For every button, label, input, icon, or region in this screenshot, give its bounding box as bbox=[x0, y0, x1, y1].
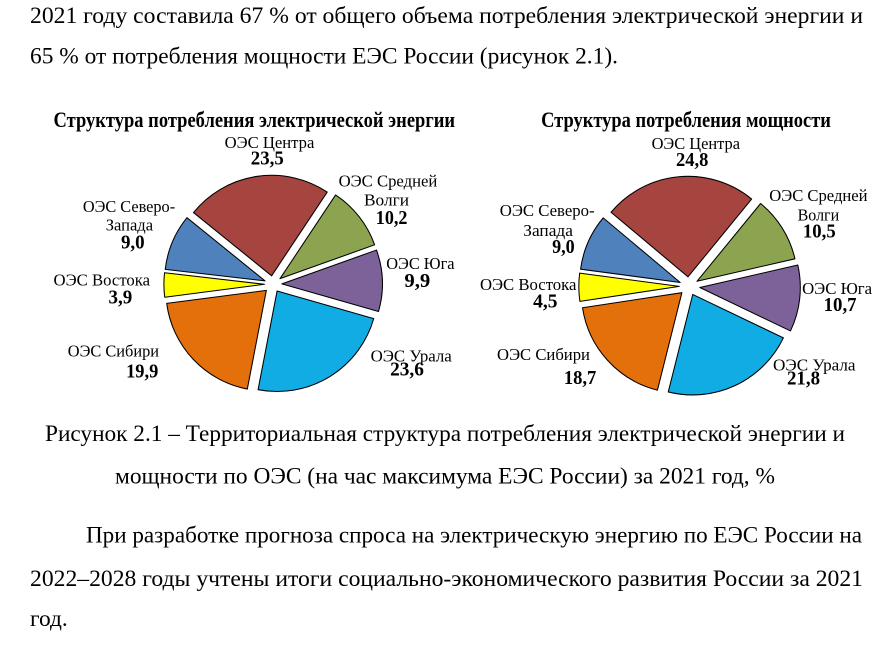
svg-text:2021 году составила 67 % от об: 2021 году составила 67 % от общего объем… bbox=[30, 3, 863, 29]
svg-text:23,6: 23,6 bbox=[390, 359, 424, 381]
svg-text:ОЭС Востока: ОЭС Востока bbox=[480, 275, 577, 294]
svg-text:10,2: 10,2 bbox=[376, 207, 408, 229]
svg-text:ОЭС Востока: ОЭС Востока bbox=[54, 270, 151, 289]
svg-text:3,9: 3,9 bbox=[109, 287, 133, 309]
svg-text:2022–2028 годы учтены итоги со: 2022–2028 годы учтены итоги социально-эк… bbox=[30, 566, 863, 592]
svg-text:4,5: 4,5 bbox=[533, 290, 557, 312]
svg-text:10,5: 10,5 bbox=[803, 221, 836, 243]
svg-text:23,5: 23,5 bbox=[251, 148, 284, 170]
svg-text:21,8: 21,8 bbox=[787, 368, 820, 390]
svg-text:ОЭС Сибири: ОЭС Сибири bbox=[497, 345, 590, 364]
svg-text:ОЭС Сибири: ОЭС Сибири bbox=[68, 341, 159, 360]
svg-text:ОЭС Средней: ОЭС Средней bbox=[769, 186, 867, 205]
svg-text:18,7: 18,7 bbox=[564, 367, 597, 389]
svg-text:ОЭС Северо-: ОЭС Северо- bbox=[83, 197, 176, 216]
svg-text:Структура потребления мощности: Структура потребления мощности bbox=[541, 107, 831, 132]
svg-text:Волги: Волги bbox=[798, 205, 840, 224]
svg-text:9,0: 9,0 bbox=[552, 236, 575, 258]
svg-text:Запада: Запада bbox=[523, 221, 573, 240]
svg-text:24,8: 24,8 bbox=[676, 149, 708, 171]
svg-text:ОЭС Юга: ОЭС Юга bbox=[386, 254, 455, 273]
svg-text:ОЭС Урала: ОЭС Урала bbox=[773, 355, 856, 374]
svg-text:Рисунок 2.1 – Территориальная: Рисунок 2.1 – Территориальная структура … bbox=[45, 421, 845, 447]
svg-text:Структура потребления электрич: Структура потребления электрической энер… bbox=[54, 107, 456, 132]
svg-text:19,9: 19,9 bbox=[126, 361, 158, 383]
svg-text:ОЭС Средней: ОЭС Средней bbox=[339, 171, 438, 190]
svg-text:9,9: 9,9 bbox=[404, 270, 430, 292]
svg-text:ОЭС Юга: ОЭС Юга bbox=[802, 279, 872, 298]
svg-text:10,7: 10,7 bbox=[824, 294, 857, 316]
svg-text:Запада: Запада bbox=[106, 216, 154, 235]
svg-text:ОЭС Центра: ОЭС Центра bbox=[652, 134, 741, 153]
svg-text:ОЭС Урала: ОЭС Урала bbox=[371, 346, 453, 365]
svg-text:65 % от потребления мощности Е: 65 % от потребления мощности ЕЭС России … bbox=[30, 43, 618, 69]
svg-text:ОЭС Центра: ОЭС Центра bbox=[225, 133, 315, 152]
svg-text:мощности по ОЭС (на час максим: мощности по ОЭС (на час максимума ЕЭС Ро… bbox=[115, 463, 775, 489]
svg-text:При разработке прогноза спроса: При разработке прогноза спроса на электр… bbox=[86, 523, 863, 549]
svg-text:ОЭС Северо-: ОЭС Северо- bbox=[500, 201, 595, 220]
svg-text:9,0: 9,0 bbox=[121, 231, 145, 253]
svg-text:год.: год. bbox=[30, 606, 68, 632]
svg-text:Волги: Волги bbox=[364, 190, 409, 209]
